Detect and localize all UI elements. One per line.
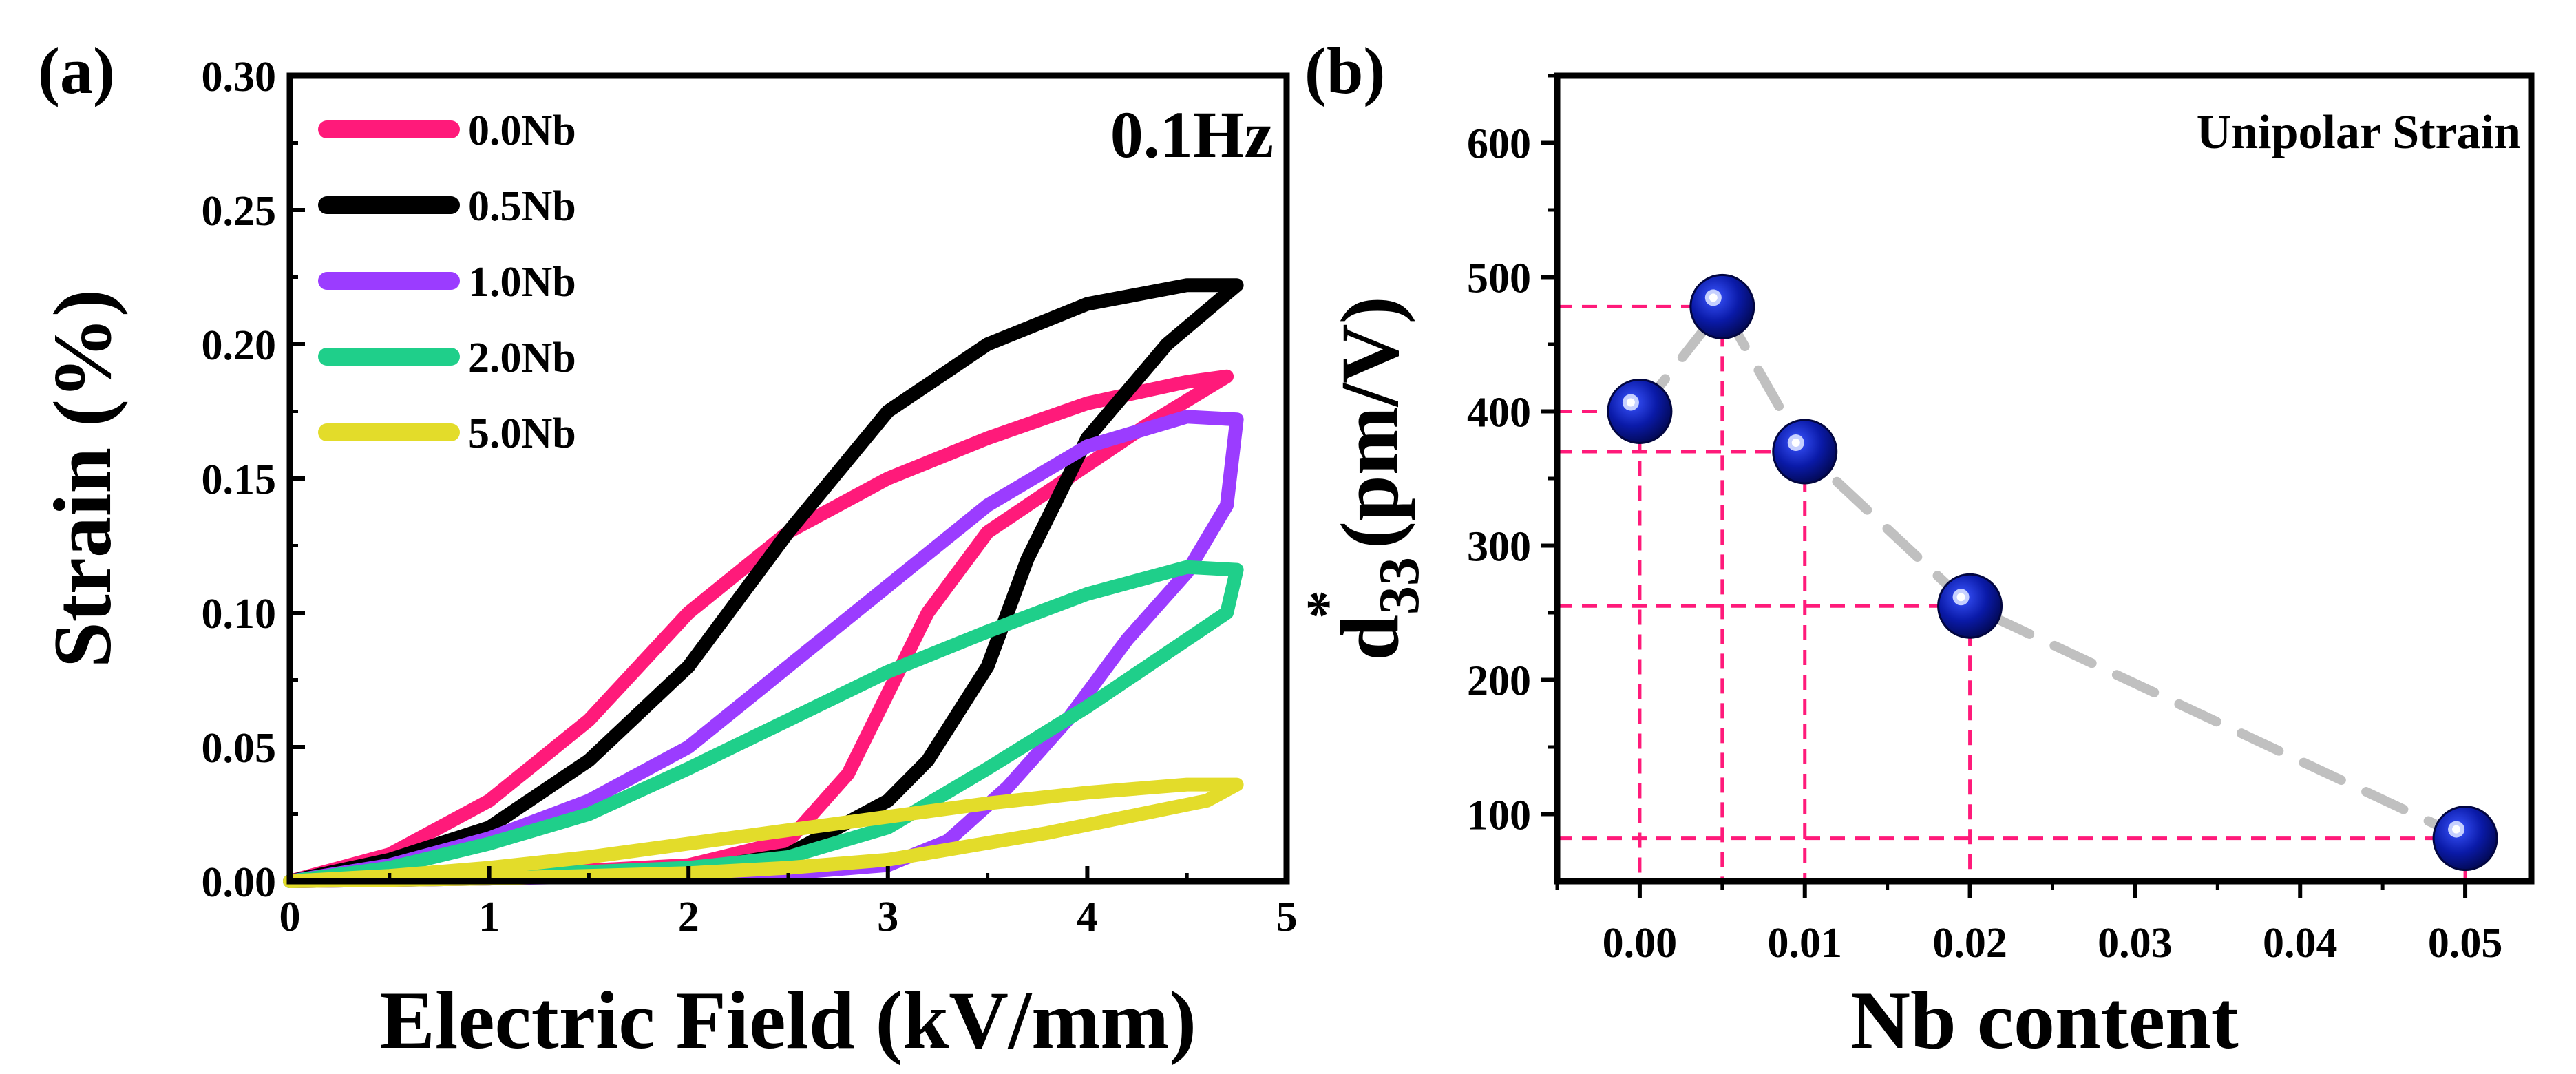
data-point-marker <box>1772 419 1838 485</box>
data-point-marker <box>1937 573 2003 639</box>
legend-label-0.0Nb: 0.0Nb <box>468 107 576 154</box>
x-tick-label: 0.03 <box>2098 920 2173 967</box>
panel-b-frame <box>1554 72 2535 885</box>
x-tick-label: 3 <box>877 894 898 940</box>
data-point-marker <box>1607 379 1673 444</box>
legend-label-0.5Nb: 0.5Nb <box>468 183 576 230</box>
trend-line <box>1634 297 2471 843</box>
y-tick-label: 0.10 <box>202 591 277 638</box>
panel-a-curves <box>283 278 1244 888</box>
y-tick-label: 0.30 <box>202 54 277 101</box>
panel-a-y-axis-title: Strain (%) <box>36 289 128 668</box>
panel-b-content <box>1557 273 2498 881</box>
series-loop-0.0Nb <box>283 369 1234 888</box>
panel-a-x-axis-title: Electric Field (kV/mm) <box>380 974 1196 1066</box>
y-tick-label: 0.15 <box>202 456 277 503</box>
y-tick-label: 300 <box>1467 524 1531 571</box>
x-tick-label: 5 <box>1276 894 1298 940</box>
x-tick-label: 0.02 <box>1932 920 2007 967</box>
x-tick-label: 0 <box>279 894 301 940</box>
panel-b-annotation: Unipolar Strain <box>2197 106 2521 159</box>
panel-b-label: (b) <box>1305 34 1385 107</box>
panel-b-x-ticks: 0.00 0.01 0.02 0.03 0.04 0.05 <box>1555 881 2503 967</box>
panel-a-frequency-annotation: 0.1Hz <box>1110 98 1274 171</box>
y-tick-label: 0.05 <box>202 725 277 772</box>
legend-label-5.0Nb: 5.0Nb <box>468 410 576 457</box>
x-tick-label: 2 <box>678 894 699 940</box>
series-loop-2.0Nb <box>283 560 1244 888</box>
panel-a-y-ticks: 0.00 0.05 0.10 0.15 0.20 0.25 0.30 <box>202 54 305 906</box>
data-point-marker <box>2432 806 2498 872</box>
x-tick-label: 0.01 <box>1767 920 1842 967</box>
legend-label-2.0Nb: 2.0Nb <box>468 335 576 381</box>
y-tick-label: 100 <box>1467 792 1531 839</box>
x-tick-label: 1 <box>478 894 500 940</box>
y-tick-label: 0.00 <box>202 859 277 906</box>
series-loop-5.0Nb <box>283 777 1244 888</box>
y-tick-label: 400 <box>1467 390 1531 436</box>
panel-a-legend: 0.0Nb 0.5Nb 1.0Nb 2.0Nb 5.0Nb <box>318 107 576 457</box>
x-tick-label: 4 <box>1077 894 1098 940</box>
panel-a-x-ticks: 0 1 2 3 4 5 <box>279 866 1298 940</box>
panel-a-label: (a) <box>38 34 115 107</box>
panel-b-x-axis-title: Nb content <box>1850 974 2238 1066</box>
x-tick-label: 0.04 <box>2263 920 2338 967</box>
y-tick-label: 200 <box>1467 658 1531 705</box>
x-tick-label: 0.00 <box>1603 920 1678 967</box>
y-tick-label: 0.25 <box>202 188 277 235</box>
series-loop-1.0Nb <box>283 410 1244 888</box>
x-tick-label: 0.05 <box>2428 920 2503 967</box>
legend-label-1.0Nb: 1.0Nb <box>468 259 576 306</box>
panel-b-y-ticks: 100 200 300 400 500 600 <box>1467 74 1557 839</box>
panel-b-y-axis-title: d33* (pm/V) <box>1295 296 1431 660</box>
panel-b: (b) 0.00 0.01 0.02 0.03 0.04 0.05 100 200 300 40… <box>1295 34 2535 1066</box>
y-tick-label: 0.20 <box>202 322 277 369</box>
series-loop-0.5Nb <box>283 278 1244 888</box>
y-tick-label: 500 <box>1467 255 1531 302</box>
data-point-marker <box>1689 273 1755 339</box>
y-tick-label: 600 <box>1467 121 1531 168</box>
